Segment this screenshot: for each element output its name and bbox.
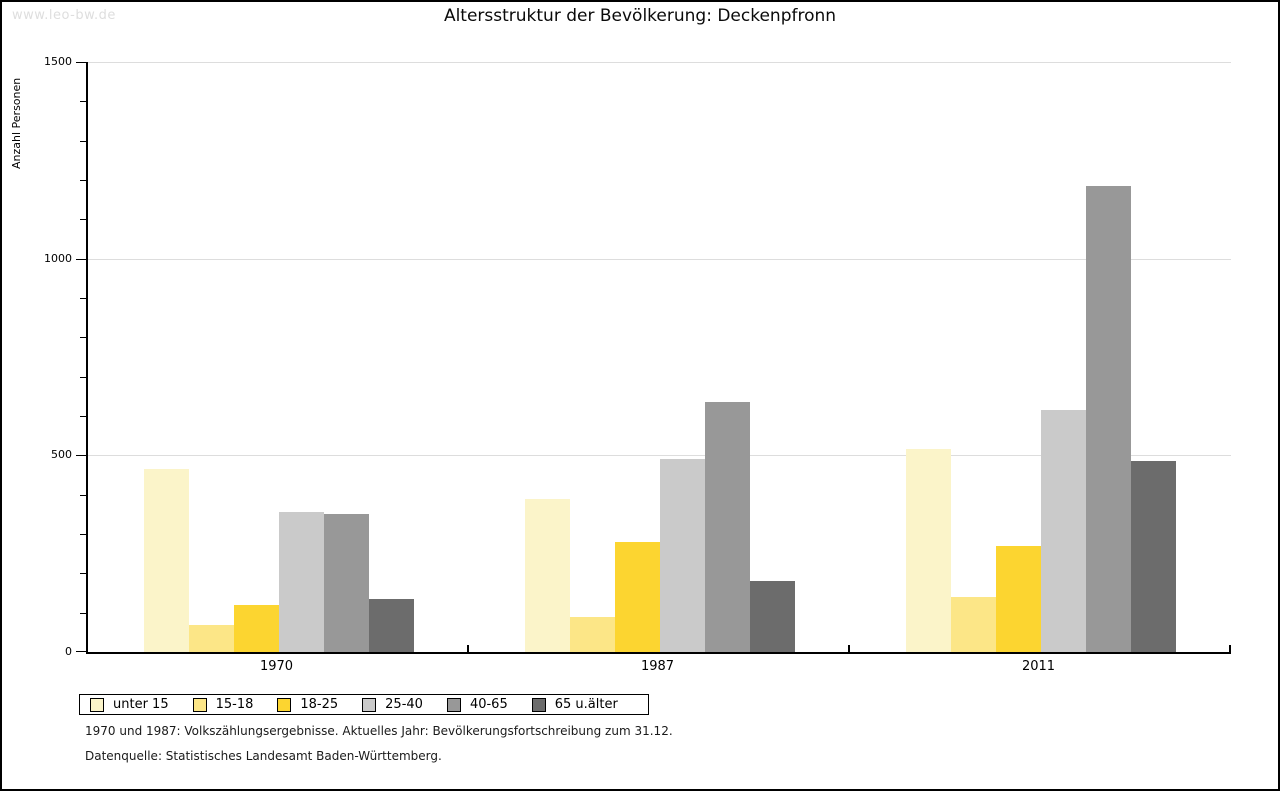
chart-title: Altersstruktur der Bevölkerung: Deckenpf… <box>443 6 837 26</box>
bar-2011-18-25 <box>995 545 1041 652</box>
bar-group-2011 <box>850 62 1231 652</box>
legend-swatch <box>446 697 461 712</box>
y-minor-tick <box>80 573 86 574</box>
y-minor-tick <box>80 180 86 181</box>
bar-1970-18-25 <box>233 604 279 652</box>
legend-swatch <box>277 697 292 712</box>
x-boundary-tick <box>1229 645 1231 652</box>
y-minor-tick <box>80 101 86 102</box>
bar-group-1970 <box>88 62 469 652</box>
footnote-source-method: 1970 und 1987: Volkszählungsergebnisse. … <box>85 724 673 738</box>
legend-item-15-18: 15-18 <box>192 697 254 712</box>
legend: unter 15 15-18 18-25 25-40 40-65 65 u.älter <box>79 694 649 715</box>
x-axis-category-label: 1987 <box>640 659 675 674</box>
bar-2011-40-65 <box>1085 185 1131 652</box>
legend-label: 65 u.älter <box>554 697 618 712</box>
y-minor-tick <box>80 495 86 496</box>
y-major-tick <box>76 62 86 63</box>
bar-1987-unter 15 <box>524 498 570 652</box>
gridline-500 <box>88 455 1231 456</box>
x-boundary-tick <box>848 645 850 652</box>
bar-1970-65 u.älter <box>368 598 414 652</box>
y-tick-label-1000: 1000 <box>44 252 72 265</box>
legend-item-65 u.älter: 65 u.älter <box>531 697 618 712</box>
plot-area <box>76 62 1231 654</box>
bar-1970-25-40 <box>278 512 324 652</box>
bar-2011-65 u.älter <box>1130 461 1176 652</box>
bar-1987-15-18 <box>569 616 615 652</box>
legend-label: 15-18 <box>215 697 254 712</box>
gridline-1000 <box>88 259 1231 260</box>
y-minor-tick <box>80 141 86 142</box>
bar-1970-15-18 <box>188 624 234 652</box>
y-axis-tick-labels: 0 500 1000 1500 <box>2 55 72 658</box>
legend-swatch <box>362 697 377 712</box>
bar-2011-unter 15 <box>905 449 951 652</box>
bar-1987-65 u.älter <box>749 581 795 652</box>
bar-1987-40-65 <box>704 402 750 652</box>
legend-item-unter 15: unter 15 <box>90 697 169 712</box>
legend-swatch <box>90 697 104 712</box>
bar-1970-unter 15 <box>143 469 189 652</box>
bar-2011-15-18 <box>950 596 996 652</box>
footnote-data-source: Datenquelle: Statistisches Landesamt Bad… <box>85 749 442 763</box>
legend-item-40-65: 40-65 <box>446 697 508 712</box>
gridline-1500 <box>88 62 1231 63</box>
y-tick-label-0: 0 <box>65 645 72 658</box>
y-minor-tick <box>80 298 86 299</box>
legend-item-25-40: 25-40 <box>362 697 423 712</box>
bar-2011-25-40 <box>1040 410 1086 652</box>
y-minor-tick <box>80 219 86 220</box>
x-axis-category-label: 2011 <box>1021 659 1056 674</box>
x-axis-category-label: 1970 <box>259 659 294 674</box>
y-minor-tick <box>80 613 86 614</box>
x-axis-category-labels: 1970 1987 2011 <box>86 659 1229 676</box>
legend-label: 18-25 <box>300 697 339 712</box>
legend-label: unter 15 <box>113 697 169 712</box>
bar-1987-25-40 <box>659 459 705 652</box>
legend-swatch <box>531 697 546 712</box>
legend-label: 40-65 <box>469 697 508 712</box>
legend-item-18-25: 18-25 <box>277 697 339 712</box>
legend-swatch <box>192 697 207 712</box>
x-boundary-tick <box>467 645 469 652</box>
y-minor-tick <box>80 377 86 378</box>
legend-label: 25-40 <box>385 697 423 712</box>
y-minor-tick <box>80 416 86 417</box>
y-tick-label-1500: 1500 <box>44 55 72 68</box>
bar-1987-18-25 <box>614 541 660 652</box>
bar-group-1987 <box>469 62 850 652</box>
y-major-tick <box>76 259 86 260</box>
y-minor-tick <box>80 337 86 338</box>
y-minor-tick <box>80 534 86 535</box>
y-major-tick <box>76 455 86 456</box>
bar-1970-40-65 <box>323 514 369 652</box>
watermark: www.leo-bw.de <box>12 8 116 23</box>
y-tick-label-500: 500 <box>51 448 72 461</box>
y-major-tick <box>76 651 86 652</box>
